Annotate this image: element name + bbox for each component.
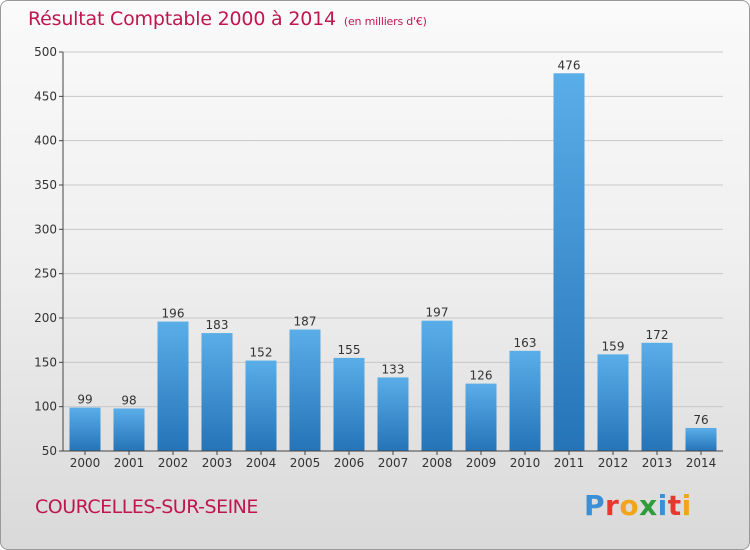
data-label: 159 <box>602 339 625 353</box>
chart-title-text: Résultat Comptable 2000 à 2014 <box>28 8 336 30</box>
bar <box>333 357 365 451</box>
x-tick-label: 2001 <box>114 456 145 470</box>
data-label: 99 <box>77 393 92 407</box>
x-tick-label: 2006 <box>334 456 365 470</box>
bar <box>465 383 497 451</box>
x-tick-label: 2008 <box>422 456 453 470</box>
y-tick-label: 250 <box>34 267 57 281</box>
bar <box>553 73 585 451</box>
data-label: 126 <box>470 369 493 383</box>
logo-letter: x <box>639 489 658 522</box>
commune-name: COURCELLES-SUR-SEINE <box>35 496 258 518</box>
chart-subtitle: (en milliers d'€) <box>343 15 427 28</box>
data-label: 196 <box>162 307 185 321</box>
logo-letter: r <box>605 489 620 522</box>
y-tick-label: 50 <box>42 444 57 458</box>
data-label: 163 <box>514 336 537 350</box>
data-label: 155 <box>338 343 361 357</box>
data-label: 183 <box>206 318 229 332</box>
bar <box>509 350 541 451</box>
bar <box>289 329 321 451</box>
y-tick-label: 500 <box>34 45 57 59</box>
x-tick-label: 2007 <box>378 456 409 470</box>
logo-letter: o <box>619 489 640 522</box>
y-tick-label: 150 <box>34 355 57 369</box>
data-label: 98 <box>121 393 136 407</box>
bar <box>377 377 409 451</box>
y-tick-label: 450 <box>34 89 57 103</box>
bar <box>245 360 277 451</box>
y-tick-label: 200 <box>34 311 57 325</box>
y-tick-label: 400 <box>34 134 57 148</box>
data-label: 476 <box>558 58 581 72</box>
bar <box>113 408 145 451</box>
bar <box>597 354 629 451</box>
data-label: 152 <box>250 346 273 360</box>
logo-letter: i <box>657 489 668 522</box>
proxiti-logo: Proxiti <box>584 489 692 522</box>
x-tick-label: 2002 <box>158 456 189 470</box>
y-tick-label: 300 <box>34 222 57 236</box>
x-tick-label: 2011 <box>554 456 585 470</box>
bar <box>201 333 233 451</box>
x-tick-label: 2005 <box>290 456 321 470</box>
x-tick-label: 2009 <box>466 456 497 470</box>
x-tick-label: 2014 <box>686 456 717 470</box>
bar <box>421 320 453 451</box>
logo-letter: t <box>667 489 682 522</box>
x-tick-label: 2013 <box>642 456 673 470</box>
x-tick-label: 2004 <box>246 456 277 470</box>
axes <box>59 51 723 455</box>
data-label: 76 <box>693 413 708 427</box>
chart-title: Résultat Comptable 2000 à 2014 (en millie… <box>28 8 427 30</box>
logo-letter: P <box>584 489 606 522</box>
bar <box>157 321 189 451</box>
bars <box>69 73 717 451</box>
data-label: 187 <box>294 315 317 329</box>
logo-letter: i <box>681 489 692 522</box>
bar <box>685 427 717 451</box>
x-tick-label: 2012 <box>598 456 629 470</box>
data-label: 172 <box>646 328 669 342</box>
bar <box>641 342 673 451</box>
data-label: 133 <box>382 362 405 376</box>
y-tick-label: 100 <box>34 400 57 414</box>
bar <box>69 407 101 451</box>
data-label: 197 <box>426 306 449 320</box>
x-tick-label: 2010 <box>510 456 541 470</box>
x-tick-label: 2003 <box>202 456 233 470</box>
x-tick-label: 2000 <box>70 456 101 470</box>
labels: 50 100 150 200 250 300 350 400 450 500 99 2000 98 200… <box>34 45 716 470</box>
y-tick-label: 350 <box>34 178 57 192</box>
